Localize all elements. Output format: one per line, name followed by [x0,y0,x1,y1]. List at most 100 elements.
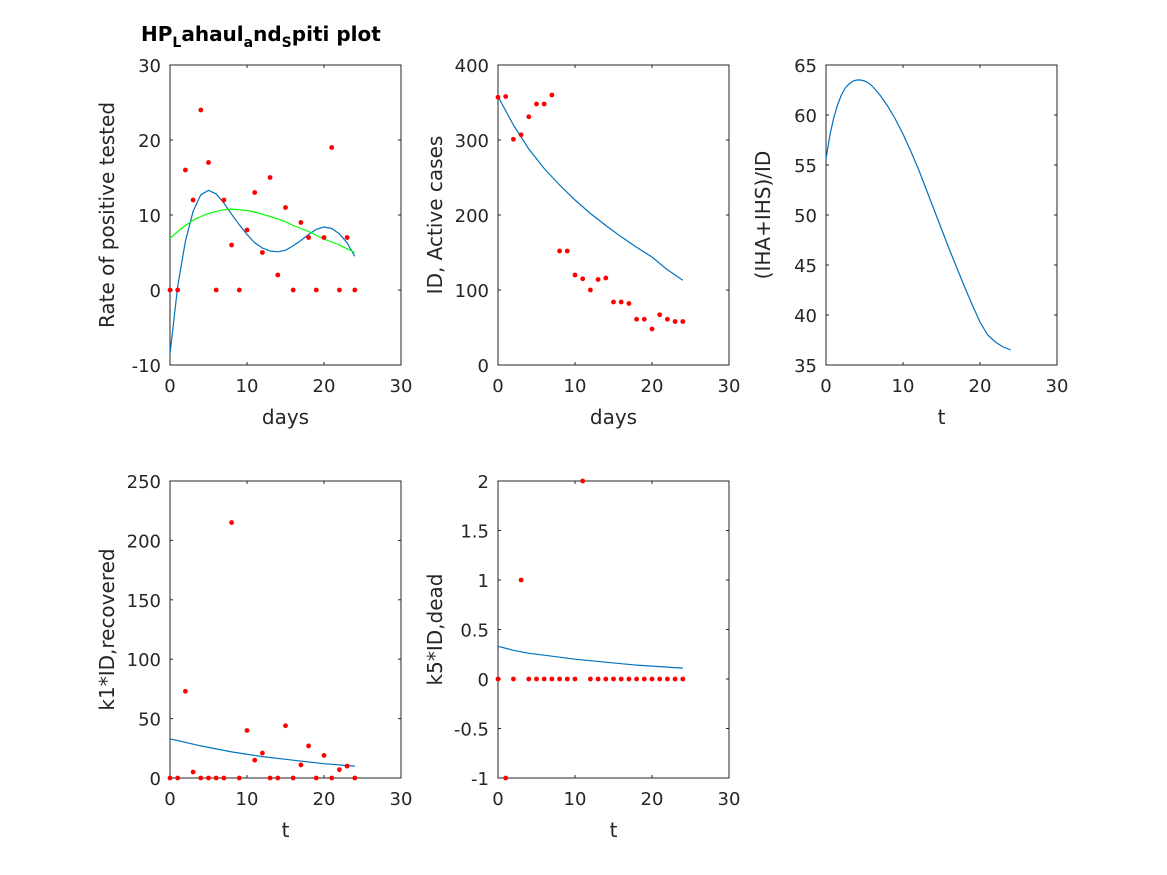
data-point [167,287,173,293]
data-point [680,319,686,324]
data-point [518,132,524,138]
data-point [564,676,570,682]
x-tick-label: 20 [969,376,992,397]
y-tick-label: -1 [471,769,489,790]
data-point [534,101,539,107]
data-point [352,287,358,293]
data-point [244,728,250,733]
x-tick-label: 30 [390,376,413,397]
y-tick-label: 10 [138,206,161,227]
x-tick-label: 0 [164,376,175,397]
x-tick-label: 10 [236,376,259,397]
subplot-3: 0 10 20 30 35 40 45 50 55 60 65 t (IHA+IHS)/ID [751,56,1068,429]
x-tick-label: 30 [1046,376,1069,397]
data-point [641,316,647,322]
y-tick-label: 200 [455,206,489,227]
data-point [665,316,670,322]
data-point [267,175,273,180]
data-point [580,478,586,484]
data-point [649,676,655,682]
data-point [344,763,350,769]
y-tick-label: 1.5 [460,522,489,543]
data-point [213,287,219,293]
data-point [206,775,211,781]
fit-curve [497,645,683,669]
y-tick-label: 0 [478,670,489,691]
data-point [236,287,242,293]
y-axis-label: (IHA+IHS)/ID [751,151,775,280]
data-point [503,775,509,781]
axes-box [825,64,1058,366]
data-point [588,676,593,682]
axes-box [497,480,730,779]
y-tick-label: 40 [794,306,817,327]
x-axis-label: days [262,405,309,429]
data-point [321,235,327,240]
y-tick-label: 150 [127,591,161,612]
y-tick-label: 100 [455,281,489,302]
data-point [557,676,562,682]
subplot-4: 0 10 20 30 0 50 100 150 200 250 t k1*ID,recovered [95,472,412,842]
data-point [549,92,555,98]
fit-curve [169,189,356,354]
data-point [198,775,204,781]
subplot-5: 0 10 20 30 -1 -0.5 0 0.5 1 1.5 2 t k5*ID,dead [423,472,740,842]
data-point [634,316,639,322]
data-point [337,767,342,773]
data-point [503,94,509,99]
data-point [198,107,204,113]
data-point [672,319,678,324]
data-point [252,190,258,195]
y-tick-label: 0 [150,281,161,302]
data-point [641,676,647,682]
x-tick-label: 10 [892,376,915,397]
data-point [221,197,227,203]
data-point [183,688,188,694]
y-tick-label: 250 [127,472,161,493]
y-tick-label: 60 [794,106,817,127]
data-point [252,757,258,763]
y-tick-label: 45 [794,256,817,277]
y-tick-label: 30 [138,56,161,77]
y-tick-label: 100 [127,650,161,671]
y-tick-label: 50 [138,710,161,731]
data-point [511,136,516,142]
data-point [603,275,609,281]
y-tick-label: 65 [794,56,817,77]
data-point [672,676,678,682]
x-tick-label: 0 [820,376,831,397]
data-point [244,227,250,233]
data-point [618,676,624,682]
y-tick-label: 1 [478,571,489,592]
y-tick-label: -0.5 [454,720,489,741]
data-point [541,101,547,107]
x-tick-label: 10 [564,376,587,397]
data-point [260,250,265,255]
data-point [603,676,609,682]
data-point [329,145,335,150]
x-tick-label: 20 [313,376,336,397]
x-axis-label: days [590,405,637,429]
data-point [275,775,281,781]
data-point [511,676,516,682]
x-tick-label: 10 [564,789,587,810]
axes-box [497,64,730,366]
data-point [229,520,235,525]
data-point [611,299,616,305]
y-tick-label: 400 [455,56,489,77]
data-point [665,676,670,682]
data-point [298,220,304,225]
data-point [167,775,173,781]
data-point [549,676,555,682]
x-tick-label: 10 [236,789,259,810]
data-point [626,676,632,682]
data-point [572,272,578,278]
data-point [495,676,501,682]
data-point [526,676,532,682]
data-point [236,775,242,781]
data-point [283,205,288,210]
y-axis-label: k1*ID,recovered [95,548,119,710]
data-point [580,276,586,282]
